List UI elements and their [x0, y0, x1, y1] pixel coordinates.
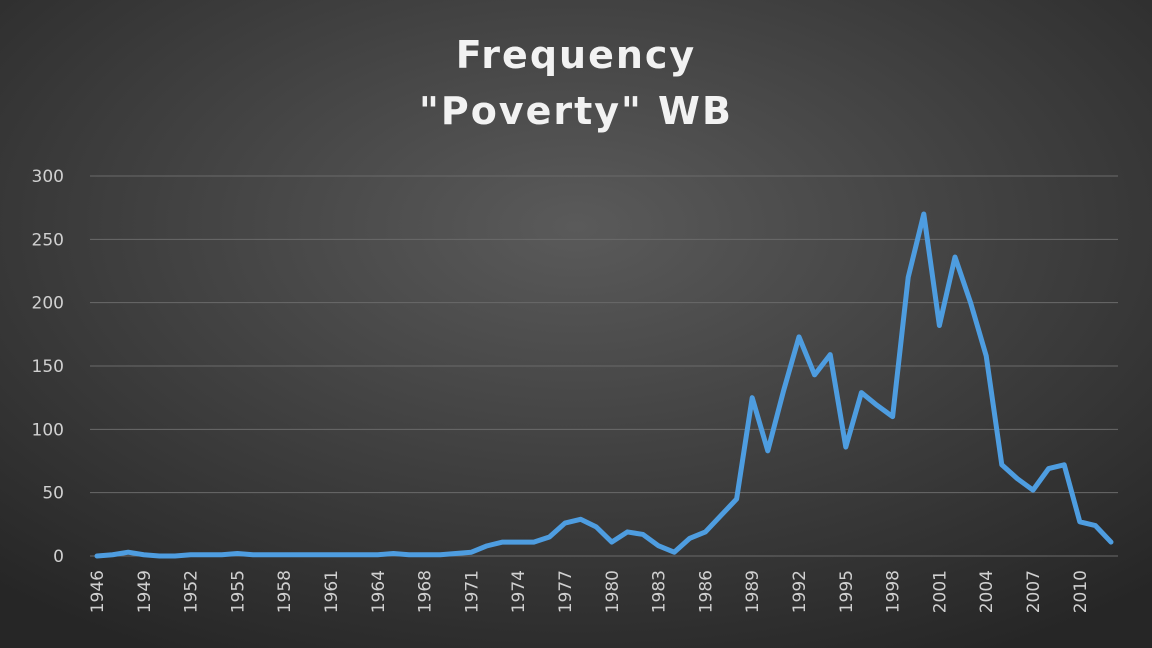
- x-tick-label: 2007: [1024, 570, 1044, 613]
- x-tick-label: 1977: [556, 570, 576, 613]
- y-tick-label: 200: [32, 294, 64, 314]
- x-tick-label: 1983: [650, 570, 670, 613]
- x-tick-label: 1958: [275, 570, 295, 613]
- x-tick-label: 2001: [930, 570, 950, 613]
- chart-title: Frequency: [456, 33, 696, 77]
- x-tick-label: 1980: [603, 570, 623, 613]
- x-tick-label: 1989: [743, 570, 763, 613]
- x-tick-label: 1955: [228, 570, 248, 613]
- x-tick-label: 1968: [416, 570, 436, 613]
- x-tick-label: 1992: [790, 570, 810, 613]
- x-tick-label: 1952: [182, 570, 202, 613]
- x-tick-label: 2004: [977, 570, 997, 613]
- y-tick-label: 250: [32, 230, 64, 250]
- x-tick-label: 1995: [837, 570, 857, 613]
- x-tick-label: 1946: [88, 570, 108, 613]
- y-tick-label: 50: [42, 484, 64, 504]
- data-line: [94, 211, 1114, 559]
- x-tick-label: 1971: [462, 570, 482, 613]
- x-tick-label: 1964: [369, 570, 389, 613]
- x-tick-label: 1961: [322, 570, 342, 613]
- x-tick-label: 1949: [135, 570, 155, 613]
- y-tick-label: 300: [32, 167, 64, 187]
- x-tick-label: 1986: [696, 570, 716, 613]
- y-tick-label: 100: [32, 420, 64, 440]
- x-tick-label: 1974: [509, 570, 529, 613]
- y-tick-label: 150: [32, 357, 64, 377]
- y-tick-label: 0: [53, 547, 64, 567]
- chart-title: "Poverty" WB: [419, 89, 733, 133]
- x-tick-label: 1998: [884, 570, 904, 613]
- x-tick-label: 2010: [1071, 570, 1091, 613]
